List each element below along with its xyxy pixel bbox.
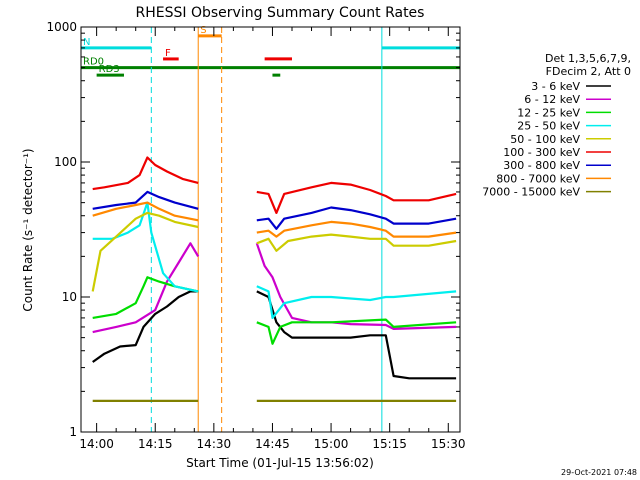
- legend-header: FDecim 2, Att 0: [546, 65, 631, 78]
- series-line-12-25-kev: [256, 318, 457, 345]
- legend-entry-7000-15000-kev: 7000 - 15000 keV: [482, 186, 580, 199]
- legend-entry-25-50-kev: 25 - 50 keV: [517, 120, 580, 133]
- series-line-25-50-kev: [92, 201, 199, 293]
- legend-entry-100-300-kev: 100 - 300 keV: [503, 146, 580, 159]
- series-line-300-800-kev: [256, 206, 457, 230]
- vertical-markers: [80, 27, 461, 432]
- x-tick-label: 15:30: [431, 437, 466, 451]
- series-line-6-12-kev: [92, 242, 200, 334]
- flag-label-rd0: RD0: [83, 57, 104, 68]
- series-line-300-800-kev: [92, 190, 199, 210]
- series-line-25-50-kev: [256, 285, 457, 319]
- series-line-6-12-kev: [255, 242, 457, 330]
- x-axis: 14:00 14:15 14:30 14:45 15:00 15:15 15:30: [79, 27, 466, 451]
- flag-label-f: F: [165, 48, 171, 59]
- legend-entry-800-7000-kev: 800 - 7000 keV: [496, 172, 580, 185]
- series-line-800-7000-kev: [256, 220, 457, 238]
- legend-entry-50-100-kev: 50 - 100 keV: [510, 133, 580, 146]
- y-tick-label: 1: [69, 425, 77, 439]
- y-axis-label: Count Rate (s⁻¹ detector⁻¹): [21, 148, 35, 311]
- flag-label-rd3: RD3: [99, 64, 120, 75]
- series-line-3-6-kev: [256, 290, 457, 380]
- x-tick-label: 14:00: [79, 437, 114, 451]
- series-lines: [91, 156, 457, 402]
- series-line-100-300-kev: [92, 156, 199, 191]
- legend-entry-6-12-kev: 6 - 12 keV: [524, 93, 580, 106]
- chart-title: RHESSI Observing Summary Count Rates: [136, 5, 425, 21]
- series-line-50-100-kev: [91, 211, 199, 292]
- flag-label-s: S: [200, 25, 206, 36]
- legend: Det 1,3,5,6,7,9,FDecim 2, Att 0 3 - 6 keV…: [482, 52, 631, 199]
- generation-timestamp: 29-Oct-2021 07:48: [561, 468, 637, 477]
- x-axis-label: Start Time (01-Jul-15 13:56:02): [186, 456, 374, 470]
- flag-label-n: N: [83, 37, 90, 48]
- x-tick-label: 14:30: [197, 437, 232, 451]
- legend-header: Det 1,3,5,6,7,9,: [545, 52, 631, 65]
- legend-entry-300-800-kev: 300 - 800 keV: [503, 159, 580, 172]
- x-tick-label: 14:45: [255, 437, 290, 451]
- legend-entry-12-25-kev: 12 - 25 keV: [517, 106, 580, 119]
- series-line-3-6-kev: [92, 290, 199, 363]
- legend-entry-3-6-kev: 3 - 6 keV: [531, 80, 580, 93]
- x-tick-label: 15:00: [314, 437, 349, 451]
- series-line-100-300-kev: [256, 181, 457, 214]
- series-line-50-100-kev: [256, 233, 457, 252]
- x-tick-label: 14:15: [138, 437, 173, 451]
- y-tick-label: 1000: [46, 20, 77, 34]
- x-tick-label: 15:15: [372, 437, 407, 451]
- y-tick-label: 10: [62, 290, 77, 304]
- plot-frame: [80, 26, 461, 433]
- y-tick-label: 100: [54, 155, 77, 169]
- y-axis: 1 10 100 1000: [46, 20, 460, 439]
- series-line-800-7000-kev: [92, 201, 199, 222]
- series-line-12-25-kev: [92, 276, 199, 319]
